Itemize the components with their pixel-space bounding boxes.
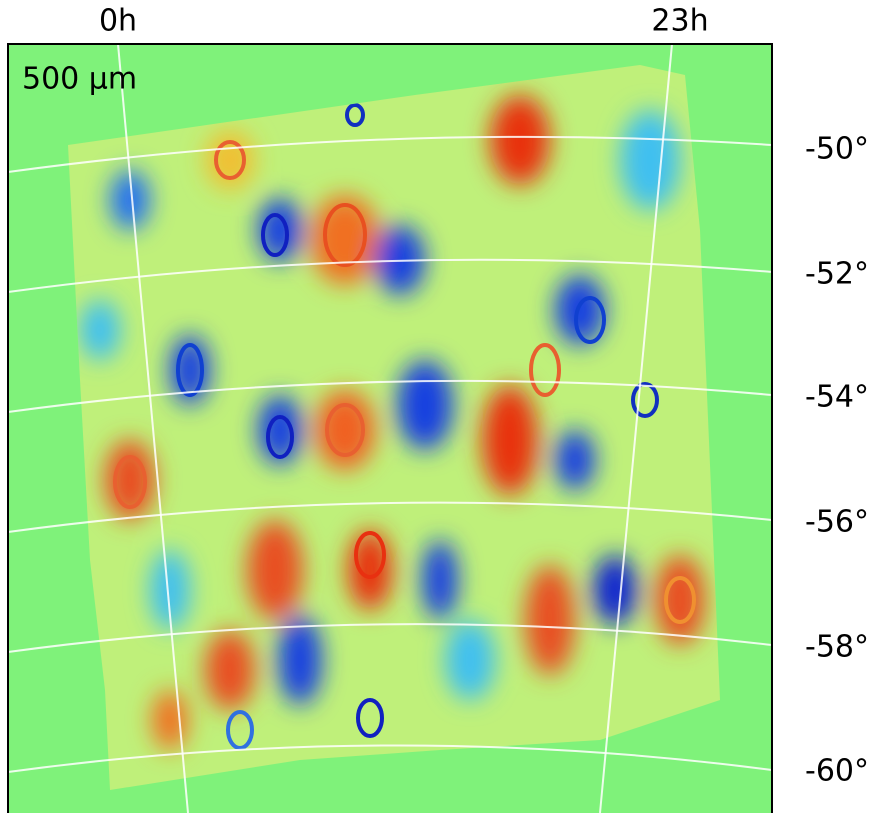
page: {"ra_labels": ["0h", "23h"], "band_label… bbox=[0, 0, 870, 813]
dec-label: -52° bbox=[805, 257, 869, 292]
dec-label: -60° bbox=[805, 754, 869, 789]
sky-map: 500 μm 0h 23h -50° -52° -54° -56° -58° -… bbox=[0, 0, 870, 813]
ra-label: 0h bbox=[99, 4, 137, 39]
map-area: 500 μm bbox=[0, 0, 870, 813]
dec-label: -54° bbox=[805, 380, 869, 415]
dec-label: -58° bbox=[805, 630, 869, 665]
ra-label: 23h bbox=[651, 4, 708, 39]
band-label: 500 μm bbox=[22, 62, 137, 97]
dec-label: -50° bbox=[805, 132, 869, 167]
dec-label: -56° bbox=[805, 505, 869, 540]
